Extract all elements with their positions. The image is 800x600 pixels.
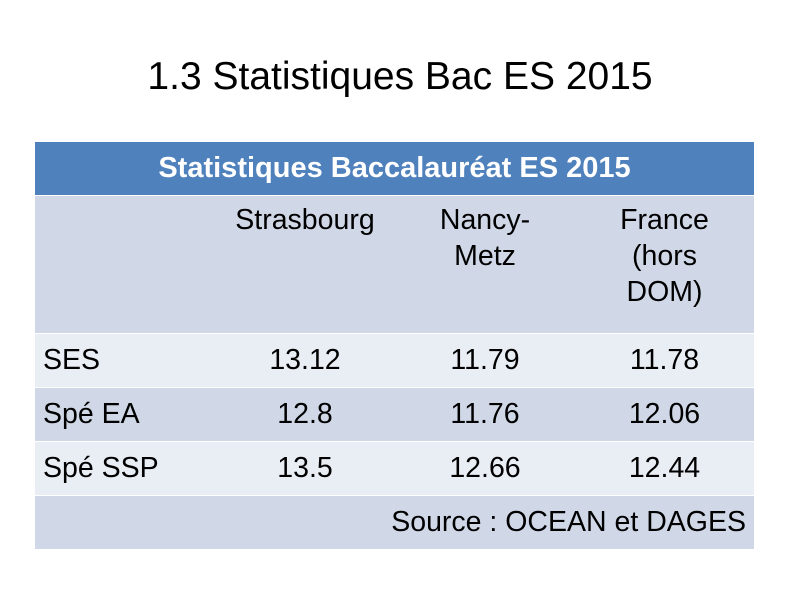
- source-note: Source : OCEAN et DAGES: [35, 495, 754, 549]
- column-header-label: France (hors DOM): [620, 204, 709, 308]
- table-title: Statistiques Baccalauréat ES 2015: [35, 142, 754, 196]
- table-cell: 11.79: [395, 333, 575, 388]
- column-header-label: Strasbourg: [235, 204, 375, 236]
- row-label: Spé SSP: [35, 441, 215, 496]
- column-header-label: Nancy-Metz: [439, 204, 531, 272]
- empty-header-cell: [35, 195, 215, 334]
- table-row: SES 13.12 11.79 11.78: [35, 333, 754, 388]
- table-cell: 12.8: [215, 387, 395, 442]
- row-label: Spé EA: [35, 387, 215, 442]
- table-cell: 12.66: [395, 441, 575, 496]
- source-row: Source : OCEAN et DAGES: [35, 495, 754, 549]
- column-header-nancy-metz: Nancy-Metz: [395, 195, 575, 334]
- table-title-row: Statistiques Baccalauréat ES 2015: [35, 142, 754, 196]
- table-cell: 12.44: [575, 441, 754, 496]
- table-cell: 13.12: [215, 333, 395, 388]
- statistics-table: Statistiques Baccalauréat ES 2015 Strasb…: [35, 142, 754, 549]
- slide-title: 1.3 Statistiques Bac ES 2015: [147, 55, 653, 98]
- table-row: Spé EA 12.8 11.76 12.06: [35, 387, 754, 442]
- table-cell: 11.76: [395, 387, 575, 442]
- table-cell: 13.5: [215, 441, 395, 496]
- column-header-row: Strasbourg Nancy-Metz France (hors DOM): [35, 195, 754, 334]
- column-header-strasbourg: Strasbourg: [215, 195, 395, 334]
- column-header-france: France (hors DOM): [575, 195, 754, 334]
- row-label: SES: [35, 333, 215, 388]
- table-cell: 12.06: [575, 387, 754, 442]
- table-row: Spé SSP 13.5 12.66 12.44: [35, 441, 754, 496]
- table-cell: 11.78: [575, 333, 754, 388]
